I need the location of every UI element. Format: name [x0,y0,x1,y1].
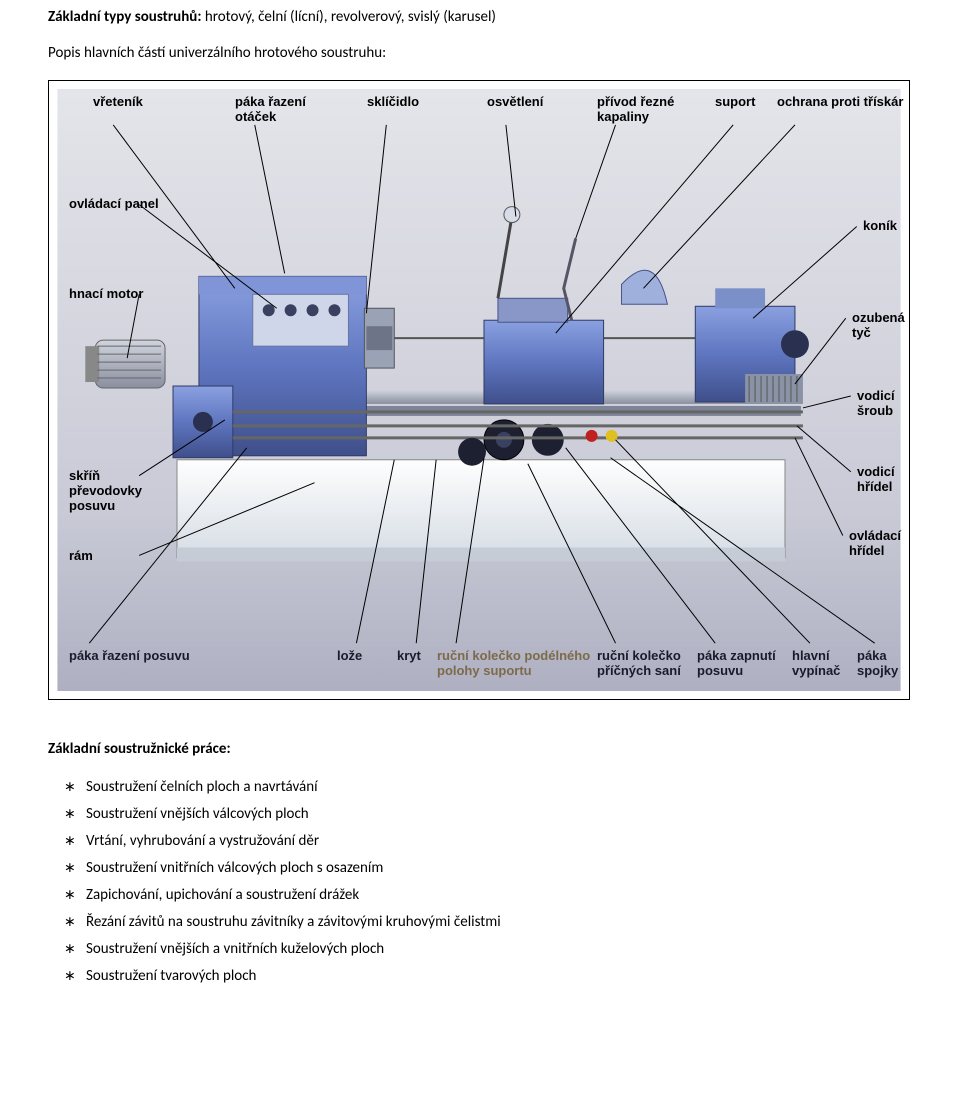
diagram-label: přívod řezné kapaliny [597,95,674,125]
diagram-label: hnací motor [69,287,143,302]
title-rest: hrotový, čelní (lícní), revolverový, svi… [201,8,495,26]
diagram-label: lože [337,649,362,664]
diagram-label: koník [863,219,897,234]
diagram-label: ruční kolečko podélného polohy suportu [437,649,590,679]
diagram-label: páka zapnutí posuvu [697,649,776,679]
diagram-label: kryt [397,649,421,664]
diagram-label: osvětlení [487,95,543,110]
work-item: Soustružení vnějších válcových ploch [86,807,912,822]
diagram-label: suport [715,95,755,110]
work-item: Soustružení tvarových ploch [86,969,912,984]
lathe-svg [57,89,901,691]
work-item: Vrtání, vyhrubování a vystružování děr [86,834,912,849]
diagram-label: sklíčidlo [367,95,419,110]
diagram-label: ozubená tyč [852,311,905,341]
works-list: Soustružení čelních ploch a navrtávání So… [48,780,912,984]
diagram-label: ovládací panel [69,197,159,212]
diagram-label: páka spojky [857,649,898,679]
work-item: Soustružení čelních ploch a navrtávání [86,780,912,795]
section-heading: Základní soustružnické práce: [48,740,912,758]
diagram-label: vodicí hřídel [857,465,895,495]
title-bold: Základní typy soustruhů: [48,8,201,26]
subtitle: Popis hlavních částí univerzálního hroto… [48,44,912,62]
diagram-label: skříň převodovky posuvu [69,469,142,514]
diagram-label: ovládací hřídel [849,529,901,559]
diagram-label: ruční kolečko příčných saní [597,649,681,679]
diagram-label: páka řazení posuvu [69,649,190,664]
diagram-label: ochrana proti třískár [777,95,903,110]
work-item: Soustružení vnějších a vnitřních kuželov… [86,942,912,957]
diagram-label: hlavní vypínač [792,649,840,679]
diagram-label: vodicí šroub [857,389,895,419]
lathe-diagram: vřeteník páka řazení otáček sklíčidlo osvět… [48,80,910,700]
work-item: Zapichování, upichování a soustružení dr… [86,888,912,903]
work-item: Soustružení vnitřních válcových ploch s … [86,861,912,876]
work-item: Řezání závitů na soustruhu závitníky a z… [86,915,912,930]
diagram-label: vřeteník [93,95,143,110]
diagram-label: rám [69,549,93,564]
diagram-label: páka řazení otáček [235,95,306,125]
page-title: Základní typy soustruhů: hrotový, čelní … [48,8,912,26]
